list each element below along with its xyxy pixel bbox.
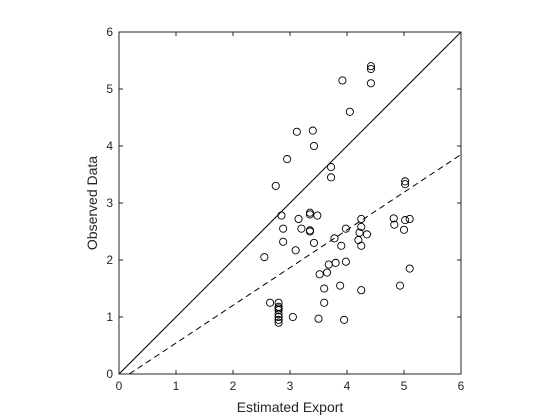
data-point-marker — [362, 230, 372, 239]
x-tick-label: 2 — [230, 379, 237, 393]
data-point-marker — [288, 312, 297, 322]
y-tick-label: 5 — [106, 82, 113, 96]
data-point-marker — [305, 227, 315, 236]
x-tick-label: 5 — [401, 379, 408, 393]
data-point-marker — [326, 163, 336, 172]
data-point-marker — [274, 312, 283, 322]
data-point-marker — [336, 281, 345, 290]
data-point-marker — [338, 76, 347, 85]
data-point-marker — [401, 216, 410, 225]
data-point-marker — [309, 238, 318, 247]
y-tick-label: 2 — [106, 253, 113, 267]
data-point-marker — [320, 298, 329, 307]
data-point-marker — [395, 281, 405, 290]
data-point-marker — [279, 224, 288, 233]
y-tick-label: 6 — [106, 25, 113, 39]
y-axis-ticks: 0 1 2 3 4 5 6 — [106, 25, 461, 381]
x-tick-label: 1 — [173, 379, 180, 393]
data-point-marker — [366, 62, 375, 71]
data-point-marker — [291, 246, 300, 255]
data-point-marker — [330, 234, 339, 243]
data-point-marker — [283, 155, 292, 164]
data-point-marker — [309, 141, 318, 151]
data-point-marker — [271, 181, 280, 190]
data-point-marker — [355, 228, 364, 237]
x-axis-ticks: 0 1 2 3 4 5 6 — [116, 32, 465, 393]
data-point-marker — [341, 257, 350, 266]
data-point-marker — [265, 298, 275, 307]
y-tick-label: 1 — [106, 310, 113, 324]
data-point-marker — [405, 214, 414, 224]
data-point-marker — [345, 107, 354, 116]
x-tick-label: 3 — [287, 379, 294, 393]
data-point-marker — [399, 225, 409, 234]
data-point-marker — [401, 180, 410, 189]
data-point-marker — [331, 258, 340, 267]
reference-lines — [118, 31, 462, 375]
data-point-marker — [314, 314, 323, 323]
data-point-marker — [341, 224, 350, 233]
data-point-marker — [274, 318, 283, 327]
data-point-marker — [279, 237, 288, 246]
data-point-marker — [260, 253, 269, 262]
data-point-marker — [294, 214, 303, 224]
data-point-marker — [277, 211, 286, 220]
data-point-marker — [366, 65, 375, 74]
data-point-marker — [297, 224, 306, 233]
x-axis-label: Estimated Export — [237, 399, 344, 415]
data-point-marker — [390, 220, 399, 229]
data-point-marker — [405, 264, 414, 273]
x-tick-label: 4 — [344, 379, 351, 393]
data-point-marker — [274, 310, 283, 319]
data-point-marker — [326, 173, 336, 182]
data-point-marker — [340, 315, 349, 324]
x-tick-label: 6 — [458, 379, 465, 393]
data-point-marker — [389, 214, 398, 223]
data-point-marker — [357, 286, 366, 295]
y-axis-label: Observed Data — [84, 156, 100, 250]
data-point-marker — [320, 284, 329, 293]
data-point-marker — [401, 177, 410, 186]
data-point-marker — [292, 127, 301, 136]
y-tick-label: 0 — [106, 367, 113, 381]
data-point-marker — [337, 241, 346, 250]
x-tick-label: 0 — [116, 379, 123, 393]
y-tick-label: 3 — [106, 196, 113, 210]
dashed-fit-line — [128, 154, 462, 375]
data-point-marker — [315, 270, 324, 279]
data-point-marker — [366, 79, 375, 88]
data-point-marker — [322, 268, 332, 277]
data-point-marker — [357, 214, 366, 224]
y-tick-label: 4 — [106, 139, 113, 153]
data-point-marker — [274, 315, 283, 324]
data-point-marker — [313, 211, 322, 220]
data-point-marker — [308, 126, 317, 135]
data-point-marker — [357, 222, 366, 231]
data-point-marker — [357, 241, 366, 250]
identity-line — [118, 31, 462, 375]
data-points — [260, 62, 414, 327]
